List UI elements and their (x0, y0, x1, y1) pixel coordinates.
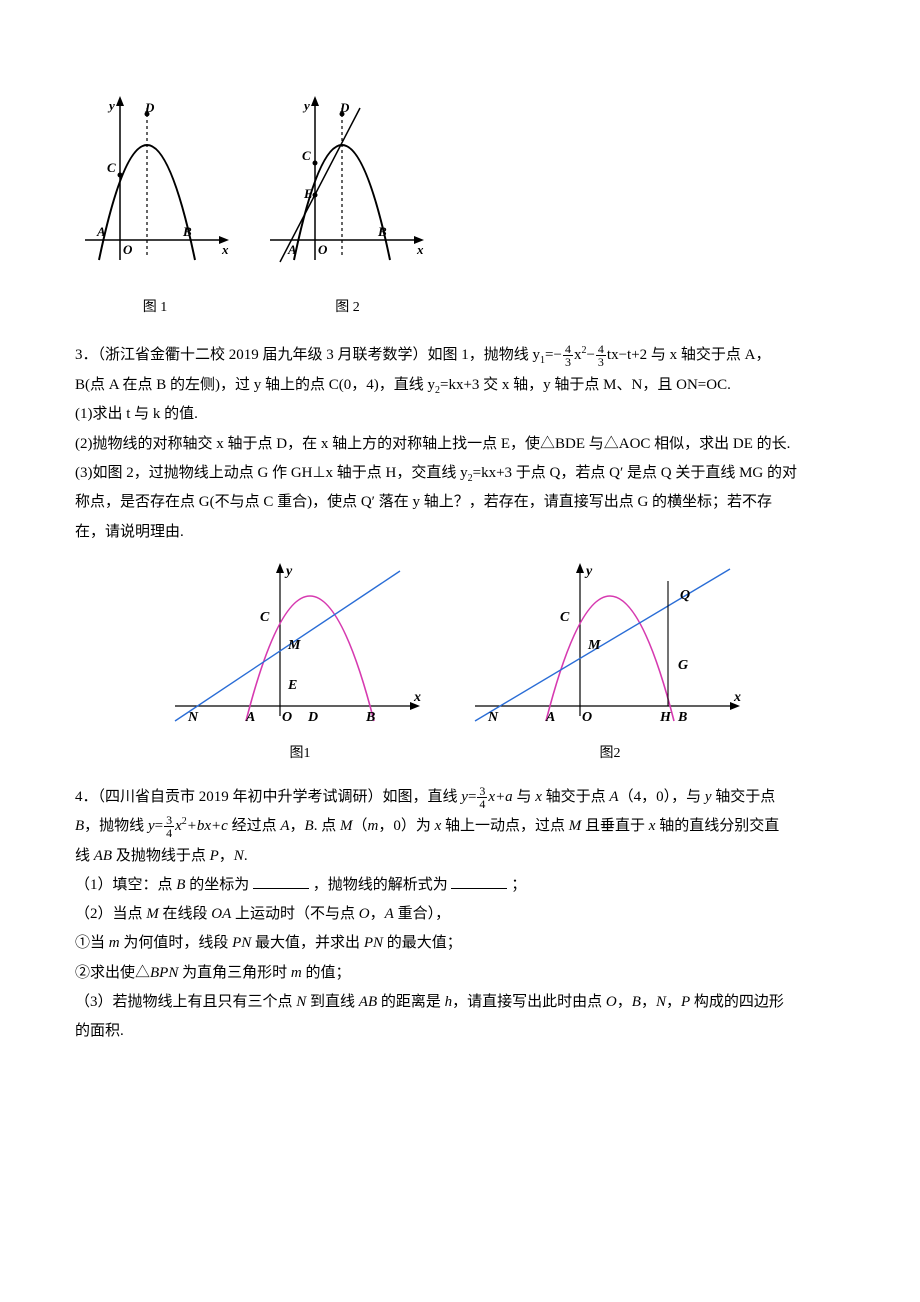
svg-text:x: x (413, 690, 421, 705)
p3-q3a: (3)如图 2，过抛物线上动点 G 作 GH⊥x 轴于点 H，交直线 y2=kx… (75, 459, 845, 489)
figure-1-block: y x A O B C D 图 1 (75, 90, 235, 321)
svg-text:C: C (560, 610, 570, 625)
svg-text:y: y (584, 564, 593, 579)
p4-q3-end: 的面积. (75, 1017, 845, 1046)
svg-text:A: A (287, 242, 297, 257)
svg-text:O: O (582, 710, 592, 725)
p4-q2-1: ①当 m 为何值时，线段 PN 最大值，并求出 PN 的最大值； (75, 929, 845, 958)
svg-text:C: C (107, 160, 116, 175)
figure-1-label: 图 1 (143, 294, 168, 321)
figure-1-svg: y x A O B C D (75, 90, 235, 290)
mid-fig1-label: 图1 (290, 740, 311, 767)
svg-text:A: A (245, 710, 255, 725)
figure-2-label: 图 2 (335, 294, 360, 321)
svg-text:H: H (659, 710, 672, 725)
svg-text:y: y (302, 98, 310, 113)
blank-input-2 (451, 874, 507, 889)
p3-q1: (1)求出 t 与 k 的值. (75, 400, 845, 429)
p4-q3: （3）若抛物线上有且只有三个点 N 到直线 AB 的距离是 h，请直接写出此时由… (75, 988, 845, 1017)
mid-fig2-label: 图2 (600, 740, 621, 767)
p3-q3c: 称点，是否存在点 G(不与点 C 重合)，使点 Q′ 落在 y 轴上？，若存在，… (75, 488, 845, 517)
blank-input-1 (253, 874, 309, 889)
mid-fig2-svg: y x N A O H B C M G Q (470, 561, 750, 736)
svg-text:M: M (587, 638, 601, 653)
p3-q3d: 在，请说明理由. (75, 518, 845, 547)
problem-4: 4．（四川省自贡市 2019 年初中升学考试调研）如图，直线 y=34x+a 与… (75, 783, 845, 1046)
svg-text:E: E (303, 186, 313, 201)
svg-text:y: y (284, 564, 293, 579)
svg-text:B: B (377, 224, 387, 239)
svg-text:x: x (221, 242, 229, 257)
mid-fig1-svg: y x N A O D B C M E (170, 561, 430, 736)
problem-3: 3．（浙江省金衢十二校 2019 届九年级 3 月联考数学）如图 1，抛物线 y… (75, 341, 845, 547)
svg-text:B: B (677, 710, 687, 725)
svg-text:B: B (182, 224, 192, 239)
svg-text:Q: Q (680, 588, 690, 603)
svg-text:A: A (96, 224, 106, 239)
mid-figure-2: y x N A O H B C M G Q 图2 (470, 561, 750, 767)
svg-text:C: C (302, 148, 311, 163)
p4-q2-2: ②求出使△BPN 为直角三角形时 m 的值； (75, 959, 845, 988)
svg-text:C: C (260, 610, 270, 625)
svg-text:E: E (287, 678, 297, 693)
figure-2-block: y x A O B C E D 图 2 (260, 90, 435, 321)
p3-line2: B(点 A 在点 B 的左侧)，过 y 轴上的点 C(0，4)，直线 y2=kx… (75, 371, 845, 401)
svg-text:O: O (123, 242, 133, 257)
p4-line1: 4．（四川省自贡市 2019 年初中升学考试调研）如图，直线 y=34x+a 与… (75, 783, 845, 812)
p4-q1: （1）填空：点 B 的坐标为 ，抛物线的解析式为 ； (75, 871, 845, 900)
top-figures-row: y x A O B C D 图 1 y x A O B C (75, 90, 845, 321)
svg-text:O: O (282, 710, 292, 725)
svg-text:N: N (487, 710, 499, 725)
svg-text:N: N (187, 710, 199, 725)
svg-text:x: x (416, 242, 424, 257)
p4-line3: 线 AB 及抛物线于点 P，N. (75, 842, 845, 871)
svg-text:D: D (307, 710, 318, 725)
figure-2-svg: y x A O B C E D (260, 90, 435, 290)
p4-q2: （2）当点 M 在线段 OA 上运动时（不与点 O，A 重合）， (75, 900, 845, 929)
mid-figures-row: y x N A O D B C M E 图1 y x N A O (75, 561, 845, 767)
svg-text:O: O (318, 242, 328, 257)
mid-figure-1: y x N A O D B C M E 图1 (170, 561, 430, 767)
svg-text:y: y (107, 98, 115, 113)
svg-text:A: A (545, 710, 555, 725)
p4-line2: B，抛物线 y=34x2+bx+c 经过点 A，B. 点 M（m，0）为 x 轴… (75, 812, 845, 841)
p3-q2: (2)抛物线的对称轴交 x 轴于点 D，在 x 轴上方的对称轴上找一点 E，使△… (75, 430, 845, 459)
svg-text:G: G (678, 658, 688, 673)
svg-text:M: M (287, 638, 301, 653)
svg-text:B: B (365, 710, 375, 725)
svg-text:x: x (733, 690, 741, 705)
p3-line1: 3．（浙江省金衢十二校 2019 届九年级 3 月联考数学）如图 1，抛物线 y… (75, 341, 845, 371)
